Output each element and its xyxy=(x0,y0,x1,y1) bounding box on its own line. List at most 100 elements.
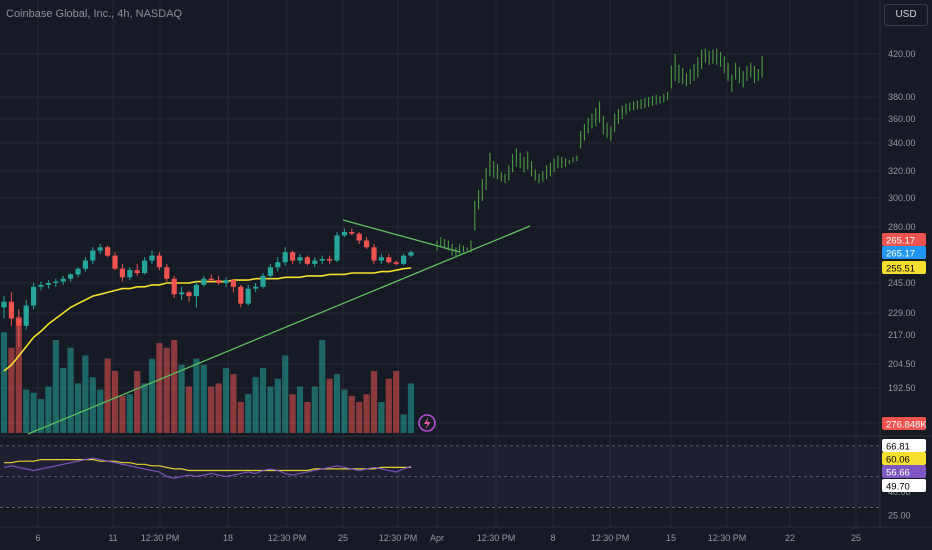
volume-bar xyxy=(15,316,22,433)
price-tick-label: 229.00 xyxy=(888,308,916,318)
time-tick-label: 22 xyxy=(785,533,795,543)
volume-bar xyxy=(208,386,215,433)
rsi-tick-label: 40.00 xyxy=(888,487,911,497)
volume-bar xyxy=(319,340,326,433)
volume-bar xyxy=(45,386,52,433)
candle-body xyxy=(97,247,103,251)
candle-body xyxy=(45,283,51,285)
volume-bar xyxy=(23,389,30,433)
volume-bar xyxy=(163,347,170,433)
volume-bar xyxy=(296,386,304,433)
rsi-tag-bg xyxy=(882,452,926,465)
volume-bar xyxy=(267,386,274,433)
time-tick-label: 12:30 PM xyxy=(591,533,630,543)
volume-bar xyxy=(37,398,45,433)
candle-body xyxy=(327,258,333,261)
time-tick-label: 12:30 PM xyxy=(268,533,307,543)
candle-body xyxy=(134,270,140,274)
volume-bar xyxy=(60,367,67,433)
rsi-line xyxy=(3,457,412,479)
volume-bar xyxy=(348,395,355,433)
volume-bar xyxy=(178,364,185,433)
candle-body xyxy=(230,280,236,287)
candle-body xyxy=(16,318,22,326)
volume-bar xyxy=(245,394,252,433)
candle-body xyxy=(408,252,414,256)
volume-bar xyxy=(74,383,82,433)
volume-bar xyxy=(252,377,259,433)
price-tick-label: 245.00 xyxy=(888,278,916,288)
volume-bar xyxy=(111,371,119,433)
candle-body xyxy=(193,284,199,297)
candle-body xyxy=(142,260,148,274)
candle-body xyxy=(349,232,355,234)
rsi-tag: 60.06 xyxy=(886,455,910,466)
volume-bar xyxy=(341,389,348,433)
candle-body xyxy=(312,260,318,264)
volume-bar xyxy=(356,402,363,433)
volume-bar xyxy=(400,414,407,433)
lightning-icon[interactable] xyxy=(418,414,436,432)
ma-line xyxy=(3,267,412,372)
volume-bar xyxy=(304,402,311,433)
candle-body xyxy=(119,268,125,278)
chart-title: Coinbase Global, Inc., 4h, NASDAQ xyxy=(6,8,183,20)
candle-body xyxy=(149,255,155,261)
candle-body xyxy=(371,247,377,261)
volume-bar xyxy=(82,355,89,433)
volume-bar xyxy=(237,402,244,433)
time-tick-label: 12:30 PM xyxy=(141,533,180,543)
volume-bar xyxy=(222,367,230,433)
volume-bar xyxy=(148,358,156,433)
candle-body xyxy=(401,255,407,264)
currency-button[interactable]: USD xyxy=(884,4,928,26)
volume-bar xyxy=(97,389,104,433)
volume-bar xyxy=(274,378,281,433)
candle-body xyxy=(319,258,325,261)
projection-bars xyxy=(436,48,763,258)
volume-bar xyxy=(363,394,370,433)
candles xyxy=(1,228,414,347)
candle-body xyxy=(267,267,273,276)
volume-bar xyxy=(259,367,267,433)
candle-body xyxy=(386,257,392,263)
candle-body xyxy=(253,286,259,289)
volume-bar xyxy=(407,383,415,433)
candle-body xyxy=(23,305,29,326)
volume-bar xyxy=(52,340,59,433)
rsi-tag: 56.66 xyxy=(886,468,910,479)
volume-bar xyxy=(126,394,133,433)
rsi-tag: 49.70 xyxy=(886,482,910,493)
volume-bar xyxy=(0,332,8,433)
candle-body xyxy=(156,255,162,268)
candle-body xyxy=(171,278,177,295)
candle-body xyxy=(186,292,192,297)
candle-body xyxy=(364,240,370,248)
candle-body xyxy=(260,275,266,287)
volume-bars xyxy=(0,316,415,433)
price-tags: 265.17 265.17 255.51 276.848K 66.81 60.06 56.6… xyxy=(882,233,927,493)
candle-body xyxy=(1,301,7,308)
price-tag-bg xyxy=(882,261,926,274)
candle-body xyxy=(75,268,81,275)
volume-bar xyxy=(193,358,200,433)
volume-bar xyxy=(104,358,111,433)
rsi-ma-line xyxy=(4,459,411,472)
volume-bar xyxy=(311,386,318,433)
volume-bar xyxy=(370,371,378,433)
time-tick-label: 6 xyxy=(35,533,40,543)
price-tick-label: 192.50 xyxy=(888,383,916,393)
volume-bar xyxy=(333,374,341,433)
volume-bar xyxy=(134,371,141,433)
rsi-tick-label: 25.00 xyxy=(888,510,911,520)
time-tick-label: 25 xyxy=(338,533,348,543)
rsi-panel xyxy=(0,445,880,509)
volume-bar xyxy=(67,347,74,433)
price-tag-bg xyxy=(882,246,926,259)
volume-bar xyxy=(393,371,400,433)
volume-bar xyxy=(215,383,222,433)
candle-body xyxy=(216,280,222,283)
time-tick-label: 12:30 PM xyxy=(708,533,747,543)
candle-body xyxy=(31,286,37,306)
